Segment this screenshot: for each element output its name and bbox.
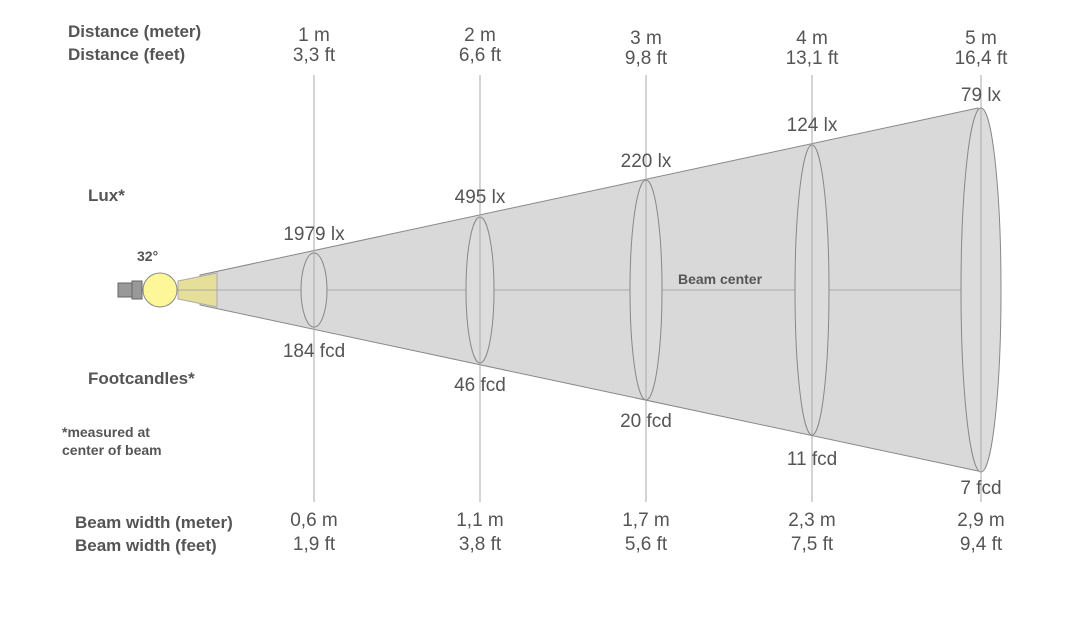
value-lux: 220 lx [621,151,672,172]
value-width-m: 1,1 m [456,510,504,531]
value-width-ft: 7,5 ft [791,534,834,555]
value-lux: 124 lx [787,115,838,136]
value-meter: 3 m [630,28,662,49]
note-line1: *measured at [62,424,150,440]
value-width-m: 1,7 m [622,510,670,531]
value-width-m: 0,6 m [290,510,338,531]
beam-angle: 32° [137,248,158,264]
value-fcd: 11 fcd [787,449,837,470]
value-fcd: 7 fcd [960,478,1001,499]
value-width-m: 2,3 m [788,510,836,531]
bulb-base-icon [117,282,133,298]
value-lux: 79 lx [961,85,1002,106]
bulb-neck-icon [131,280,143,300]
bulb-icon [142,272,178,308]
value-meter: 4 m [796,28,828,49]
value-lux: 495 lx [455,187,506,208]
value-width-ft: 9,4 ft [960,534,1003,555]
label-footcandles: Footcandles* [88,369,195,388]
value-meter: 5 m [965,28,997,49]
value-fcd: 20 fcd [620,411,672,432]
label-distance-feet: Distance (feet) [68,45,185,64]
value-width-ft: 5,6 ft [625,534,668,555]
beam-center-label: Beam center [678,271,763,287]
value-width-ft: 3,8 ft [459,534,502,555]
label-beam-width-meter: Beam width (meter) [75,513,233,532]
label-beam-width-feet: Beam width (feet) [75,536,217,555]
value-feet: 6,6 ft [459,45,502,66]
value-lux: 1979 lx [283,224,345,245]
value-width-m: 2,9 m [957,510,1005,531]
value-width-ft: 1,9 ft [293,534,336,555]
value-fcd: 46 fcd [454,375,506,396]
value-feet: 16,4 ft [955,48,1009,69]
value-meter: 1 m [298,25,330,46]
value-feet: 3,3 ft [293,45,336,66]
label-distance-meter: Distance (meter) [68,22,201,41]
note-line2: center of beam [62,442,162,458]
value-fcd: 184 fcd [283,341,345,362]
value-meter: 2 m [464,25,496,46]
value-feet: 13,1 ft [786,48,840,69]
label-lux: Lux* [88,186,125,205]
value-feet: 9,8 ft [625,48,668,69]
